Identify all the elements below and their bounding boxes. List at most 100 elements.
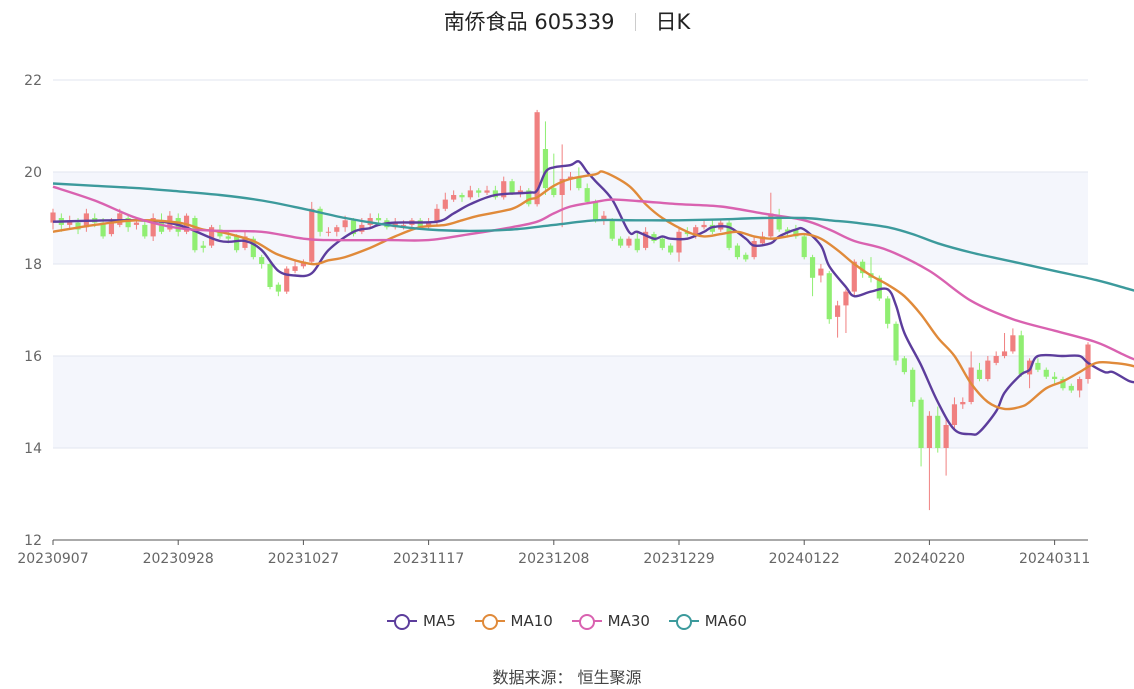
candle	[200, 241, 206, 253]
data-source: 数据来源： 恒生聚源	[492, 668, 642, 687]
candle	[935, 406, 941, 453]
x-tick-label: 20240311	[1019, 551, 1090, 567]
candle	[350, 218, 357, 237]
legend-label-ma10: MA10	[510, 612, 553, 630]
candle	[209, 224, 215, 248]
candle	[793, 224, 799, 239]
candle	[267, 261, 273, 290]
candle	[551, 153, 557, 198]
candle	[826, 270, 832, 324]
candle	[451, 190, 457, 202]
candle	[1018, 330, 1024, 377]
candle	[893, 321, 899, 366]
series-line-ma10	[52, 170, 1134, 411]
legend-swatch-ma60	[668, 614, 699, 630]
chart-legend: MA5 MA10 MA30 MA60	[0, 612, 1134, 632]
candle	[576, 167, 582, 191]
candle	[300, 259, 306, 269]
candle	[275, 282, 281, 297]
candle	[1043, 367, 1049, 379]
legend-swatch-ma10	[474, 614, 505, 630]
candle	[601, 211, 607, 225]
legend-item-ma5[interactable]: MA5	[387, 612, 456, 630]
candle	[960, 397, 966, 409]
candle	[918, 397, 924, 467]
title-separator	[634, 13, 636, 31]
candle	[125, 215, 131, 232]
x-tick-label: 20230907	[17, 551, 88, 567]
moving-average-lines	[52, 160, 1134, 436]
x-axis: 20230907 20230928 20231027 20231117 20231208…	[17, 539, 1090, 567]
candle	[626, 236, 632, 248]
y-tick-label: 12	[24, 533, 42, 549]
candle	[142, 220, 148, 239]
y-tick-label: 16	[24, 349, 42, 365]
legend-item-ma60[interactable]: MA60	[668, 612, 747, 630]
candle	[1052, 372, 1058, 384]
candle	[467, 185, 473, 200]
candle	[809, 254, 816, 297]
legend-label-ma30: MA30	[607, 612, 650, 630]
legend-item-ma30[interactable]: MA30	[571, 612, 650, 630]
series-line-ma60	[52, 182, 1134, 292]
legend-swatch-ma5	[387, 614, 417, 630]
candle	[459, 192, 465, 202]
candle	[234, 234, 240, 253]
x-tick-label: 20240122	[769, 551, 840, 567]
candle	[943, 418, 949, 476]
y-tick-label: 14	[24, 441, 42, 457]
legend-item-ma10[interactable]: MA10	[474, 612, 553, 630]
candle	[50, 208, 56, 230]
candle	[910, 367, 916, 407]
candle	[334, 224, 340, 237]
candle	[751, 236, 757, 260]
candle	[501, 176, 507, 200]
band-14	[53, 356, 1088, 448]
x-tick-label: 20231027	[268, 551, 339, 567]
x-tick-label: 20240220	[894, 551, 965, 567]
candle	[67, 215, 73, 230]
candle	[259, 254, 265, 269]
candle	[542, 121, 549, 195]
x-tick-label: 20230928	[143, 551, 214, 567]
candle	[150, 213, 156, 241]
candle	[926, 411, 932, 511]
candle	[643, 227, 649, 251]
stock-name: 南侨食品 605339	[443, 10, 615, 34]
candle	[734, 243, 741, 260]
candle	[609, 218, 615, 241]
candle	[951, 397, 958, 430]
candle	[835, 300, 841, 338]
legend-label-ma5: MA5	[423, 612, 456, 630]
candle	[442, 192, 448, 212]
candle	[526, 188, 532, 207]
candle	[985, 356, 991, 382]
candle	[701, 220, 707, 230]
candle	[634, 231, 640, 253]
y-axis-tick-labels: 12 14 16 18 20 22	[24, 73, 42, 549]
candle	[801, 234, 807, 260]
series-line-ma5	[52, 160, 1134, 436]
x-tick-label: 20231208	[518, 551, 589, 567]
candle	[743, 252, 749, 262]
x-tick-label: 20231229	[643, 551, 714, 567]
candle	[1035, 358, 1041, 373]
candle	[375, 213, 382, 223]
candle	[1077, 376, 1083, 398]
candle	[617, 236, 624, 248]
candle	[726, 220, 732, 251]
candle	[559, 144, 565, 228]
candle	[584, 183, 590, 205]
candle	[901, 356, 907, 375]
y-tick-label: 20	[24, 165, 42, 181]
candle	[284, 266, 290, 294]
candle	[1001, 333, 1008, 359]
background-bands	[53, 172, 1088, 448]
candle	[476, 188, 482, 198]
legend-label-ma60: MA60	[704, 612, 747, 630]
candle	[843, 289, 849, 333]
candle	[325, 227, 332, 237]
candle	[659, 236, 665, 251]
candle	[1026, 358, 1033, 389]
chart-title: 南侨食品 605339 日K	[0, 6, 1134, 36]
